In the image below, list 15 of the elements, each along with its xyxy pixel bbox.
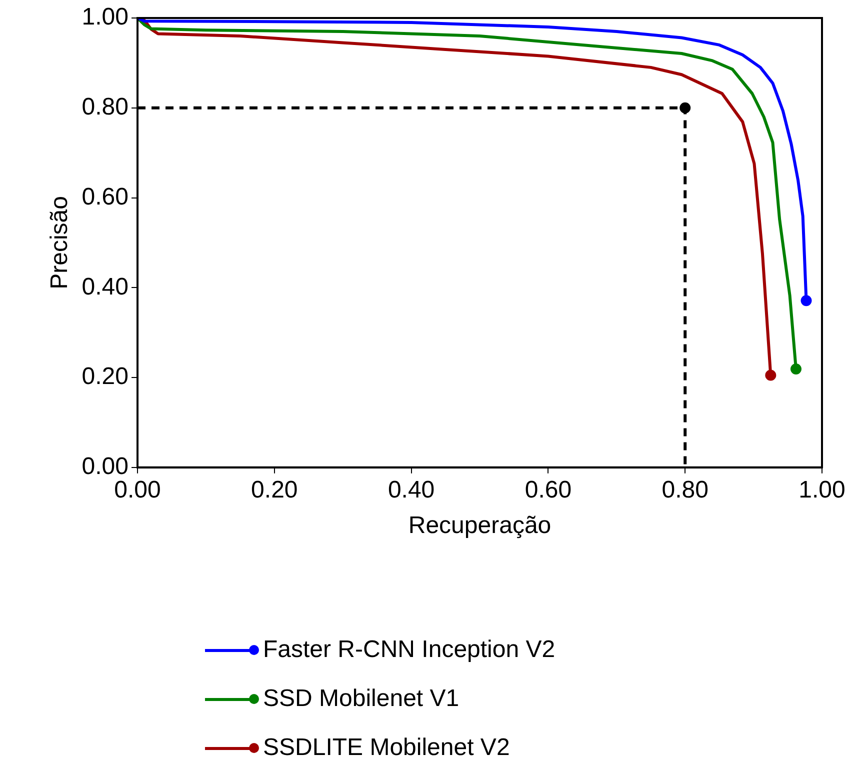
y-tick-label: 0.80 xyxy=(82,94,129,121)
x-tick-label: 0.40 xyxy=(388,476,435,504)
x-tick-label: 0.80 xyxy=(662,476,708,504)
y-axis-title: Precisão xyxy=(46,196,74,290)
legend-label: SSDLITE Mobilenet V2 xyxy=(263,734,510,760)
x-axis-title: Recuperação xyxy=(408,512,552,540)
legend-label: SSD Mobilenet V1 xyxy=(263,684,460,712)
y-tick-label: 1.00 xyxy=(82,4,129,31)
x-tick-label: 1.00 xyxy=(798,476,846,504)
y-tick-label: 0.60 xyxy=(82,183,129,210)
x-tick-label: 0.20 xyxy=(251,476,298,504)
y-tick-label: 0.20 xyxy=(82,363,129,390)
legend-label: Faster R-CNN Inception V2 xyxy=(263,636,556,664)
x-tick-label: 0.60 xyxy=(524,476,572,504)
y-tick-label: 0.40 xyxy=(82,273,129,300)
